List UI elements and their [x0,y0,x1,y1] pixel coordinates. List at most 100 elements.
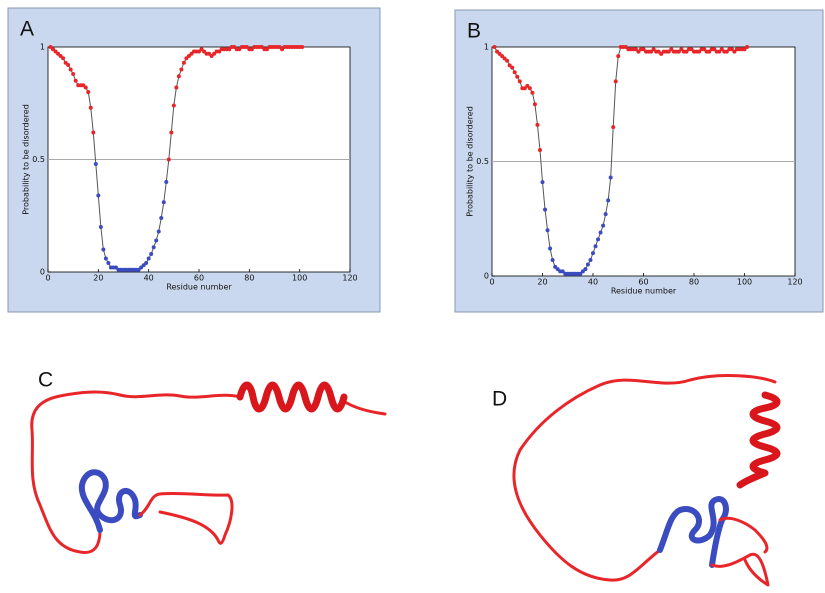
point [159,216,163,220]
point [616,54,620,58]
x-tick-label: 80 [689,278,699,287]
structure-c: C [32,369,385,553]
chart-panel: A 0 20 40 60 80 100 120 0 0.5 1 Residue number Proba… [8,8,380,312]
point [147,257,151,261]
point [144,261,148,265]
point [104,257,108,261]
helix [240,385,344,409]
x-tick-label: 0 [45,274,50,283]
point [596,237,600,241]
x-tick-label: 40 [588,278,598,287]
point [177,74,181,78]
point [513,70,517,74]
panel-label: B [467,20,481,43]
point [152,245,156,249]
helix [740,395,777,485]
y-tick-label: 0.5 [476,157,489,166]
point [91,131,95,135]
coil [514,376,775,581]
point [106,261,110,265]
point [601,224,605,228]
point [61,56,65,60]
point [96,194,100,198]
x-tick-label: 120 [787,278,802,287]
point [614,79,618,83]
point [594,244,598,248]
point [101,248,105,252]
point [157,230,161,234]
point [551,258,555,262]
point [745,45,749,49]
point [543,208,547,212]
point [99,225,103,229]
point [66,63,70,67]
point [528,86,532,90]
point [586,263,590,267]
y-tick-label: 0.5 [32,155,45,164]
point [167,158,171,162]
panel-label: D [492,388,507,411]
x-axis-label: Residue number [166,283,232,292]
point [548,247,552,251]
blue-domain [660,499,726,565]
point [182,61,186,65]
point [591,251,595,255]
point [154,239,158,243]
point [174,86,178,90]
point [89,106,93,110]
point [94,162,98,166]
x-tick-label: 120 [342,274,357,283]
x-tick-label: 20 [537,278,547,287]
point [493,45,497,49]
point [546,228,550,232]
point [164,180,168,184]
y-tick-label: 0 [484,272,489,281]
x-tick-label: 80 [244,274,254,283]
x-tick-label: 0 [489,278,494,287]
point [609,176,613,180]
point [510,66,514,70]
point [541,180,545,184]
panel-label: C [38,369,53,392]
point [300,45,304,49]
point [599,230,603,234]
figure: C D A02040608010012000.51Residue numberP… [0,0,825,593]
point [604,212,608,216]
point [71,72,75,76]
x-tick-label: 100 [737,278,752,287]
point [588,258,592,262]
x-tick-label: 60 [638,278,648,287]
point [530,91,534,95]
x-tick-label: 40 [144,274,154,283]
point [606,198,610,202]
x-tick-label: 100 [292,274,307,283]
y-axis-label: Probability to be disordered [466,106,475,217]
point [583,267,587,271]
x-tick-label: 20 [93,274,103,283]
y-tick-label: 1 [484,43,489,52]
point [535,123,539,127]
y-axis-label: Probability to be disordered [22,104,31,215]
point [505,59,509,63]
point [69,68,73,72]
y-tick-label: 1 [40,43,45,52]
structure-d: D [492,376,777,585]
point [86,90,90,94]
y-tick-label: 0 [40,268,45,277]
point [149,252,153,256]
panel-label: A [20,18,34,41]
point [172,104,176,108]
x-tick-label: 60 [194,274,204,283]
point [533,102,537,106]
point [538,148,542,152]
coil [140,493,232,543]
point [84,86,88,90]
point [515,75,519,79]
point [162,200,166,204]
point [74,79,78,83]
point [518,79,522,83]
point [179,68,183,72]
blue-domain [82,472,140,530]
point [169,131,173,135]
x-axis-label: Residue number [611,287,677,296]
